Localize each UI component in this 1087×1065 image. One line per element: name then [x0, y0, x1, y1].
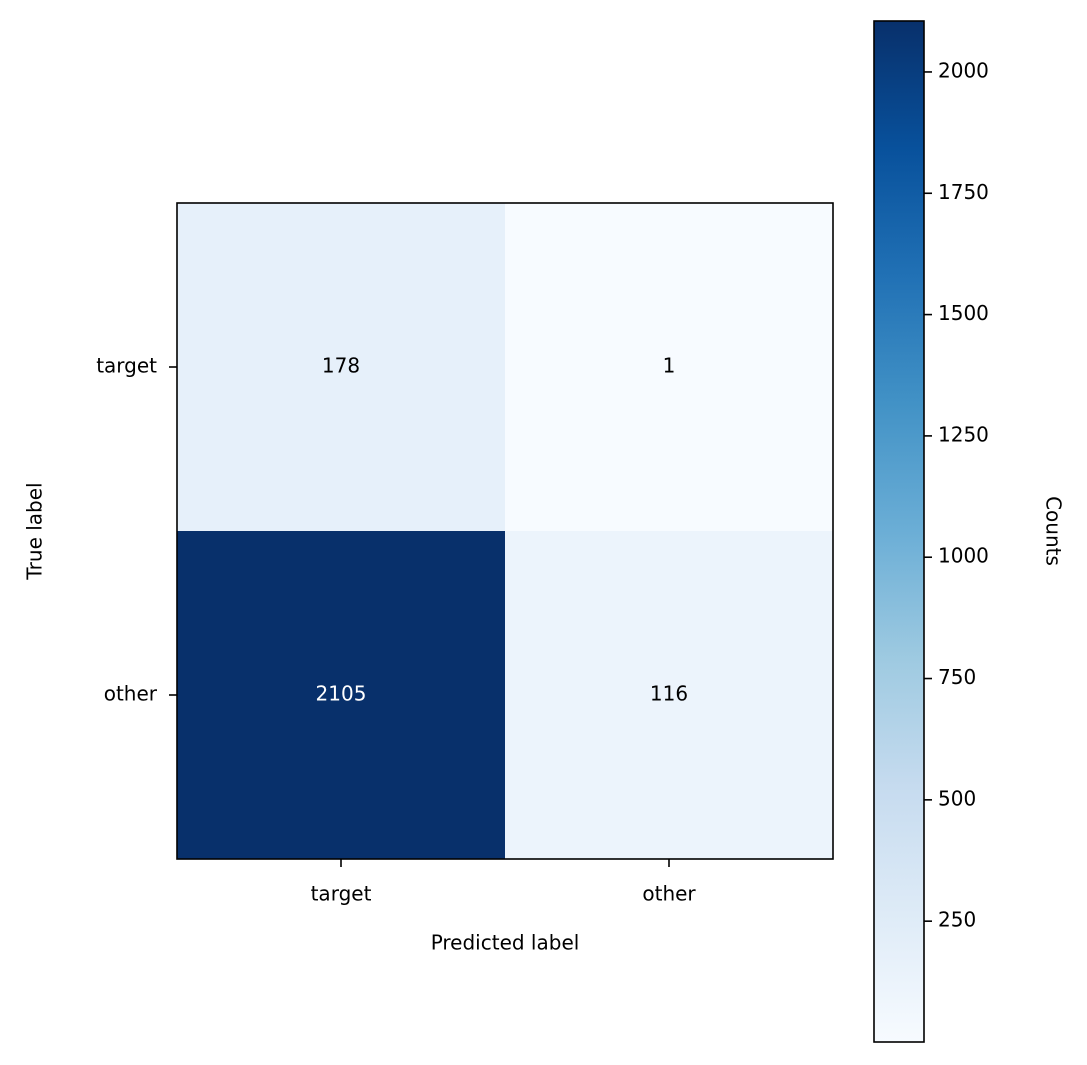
- heatmap-cell-1-1: [505, 531, 834, 860]
- colorbar-tick-label: 1750: [938, 180, 989, 204]
- x-tick-label: other: [642, 882, 696, 906]
- cell-value-0-0: 178: [322, 354, 360, 378]
- colorbar-tick-label: 2000: [938, 58, 989, 82]
- cell-value-1-1: 116: [650, 682, 688, 706]
- colorbar-tick-label: 1250: [938, 422, 989, 446]
- heatmap-cell-1-0: [177, 531, 506, 860]
- colorbar-tick-label: 500: [938, 786, 976, 810]
- x-tick-label: target: [311, 882, 372, 906]
- colorbar-tick-label: 1500: [938, 301, 989, 325]
- x-axis-label: Predicted label: [431, 931, 580, 955]
- colorbar: [873, 20, 925, 1043]
- colorbar-tick-label: 250: [938, 908, 976, 932]
- colorbar-label: Counts: [1042, 496, 1066, 566]
- cell-value-1-0: 2105: [316, 682, 367, 706]
- colorbar-tick-label: 750: [938, 665, 976, 689]
- cell-value-0-1: 1: [663, 354, 676, 378]
- heatmap-cell-0-0: [177, 203, 506, 532]
- plot-frame: [176, 202, 834, 860]
- heatmap-cell-0-1: [505, 203, 834, 532]
- y-tick-label: target: [96, 354, 157, 378]
- y-tick-label: other: [104, 682, 158, 706]
- colorbar-tick-label: 1000: [938, 544, 989, 568]
- y-axis-label: True label: [23, 482, 47, 580]
